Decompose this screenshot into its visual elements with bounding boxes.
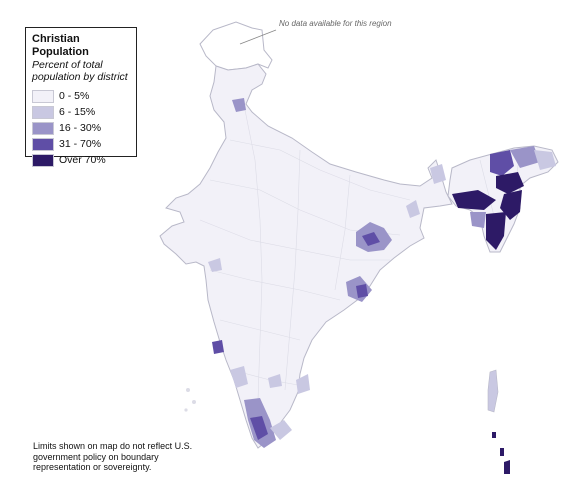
legend-swatch <box>32 121 54 135</box>
legend-item: 16 - 30% <box>32 120 130 136</box>
legend-label: Over 70% <box>59 154 106 166</box>
legend-swatch <box>32 89 54 103</box>
mainland <box>159 63 453 449</box>
legend-subtitle: Percent of total population by district <box>32 59 128 83</box>
legend-item: 6 - 15% <box>32 104 130 120</box>
no-data-region <box>199 21 273 71</box>
legend-swatch <box>32 153 54 167</box>
no-data-note: No data available for this region <box>279 19 392 28</box>
legend-label: 31 - 70% <box>59 138 102 150</box>
legend-label: 6 - 15% <box>59 106 96 118</box>
legend-item: 31 - 70% <box>32 136 130 152</box>
legend-item: 0 - 5% <box>32 88 130 104</box>
legend-item: Over 70% <box>32 152 130 168</box>
legend-label: 16 - 30% <box>59 122 102 134</box>
lakshadweep-islands <box>184 388 196 412</box>
legend-swatch <box>32 105 54 119</box>
legend-title: Christian Population <box>32 33 89 58</box>
map-legend: Christian Population Percent of total po… <box>25 27 137 167</box>
boundary-disclaimer: Limits shown on map do not reflect U.S. … <box>33 441 193 472</box>
legend-label: 0 - 5% <box>59 90 90 102</box>
district-shading <box>208 98 556 448</box>
no-data-pointer <box>239 29 277 45</box>
andaman-nicobar-islands <box>487 369 510 474</box>
legend-swatch <box>32 137 54 151</box>
